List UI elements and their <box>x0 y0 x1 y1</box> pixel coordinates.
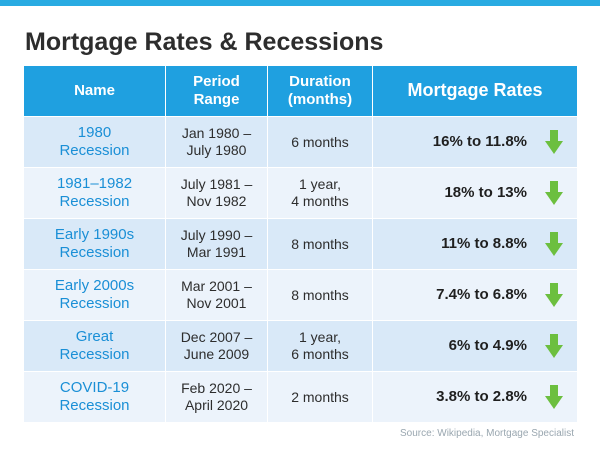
cell-text: 8 months <box>291 235 349 252</box>
cell-text: 1981–1982 Recession <box>56 175 133 210</box>
duration: 1 year, 4 months <box>268 168 372 218</box>
recession-name: 1980 Recession <box>24 117 165 167</box>
period: Jan 1980 – July 1980 <box>166 117 267 167</box>
cell-text: Great Recession <box>59 328 130 363</box>
recession-name: Early 2000s Recession <box>24 270 165 320</box>
duration: 2 months <box>268 372 372 422</box>
cell-text: Dec 2007 – June 2009 <box>180 329 253 362</box>
cell-text: Early 2000s Recession <box>54 277 135 312</box>
period: Mar 2001 – Nov 2001 <box>166 270 267 320</box>
period: Feb 2020 – April 2020 <box>166 372 267 422</box>
cell-text: 6 months <box>291 133 349 150</box>
down-arrow <box>545 130 563 154</box>
recession-name: Early 1990s Recession <box>24 219 165 269</box>
cell-text: Early 1990s Recession <box>54 226 135 261</box>
duration: 1 year, 6 months <box>268 321 372 371</box>
mortgage-rate: 6% to 4.9% <box>373 321 577 371</box>
top-bar <box>0 0 600 6</box>
cell-text: 2 months <box>291 388 349 405</box>
duration: 8 months <box>268 270 372 320</box>
cell-text: 1 year, 6 months <box>291 329 349 362</box>
recession-name: 1981–1982 Recession <box>24 168 165 218</box>
mortgage-rate: 11% to 8.8% <box>373 219 577 269</box>
mortgage-rate: 7.4% to 6.8% <box>373 270 577 320</box>
cell-text: Mar 2001 – Nov 2001 <box>181 278 252 311</box>
down-arrow <box>545 334 563 358</box>
cell-text: 18% to 13% <box>444 184 527 201</box>
recession-name: COVID-19 Recession <box>24 372 165 422</box>
cell-text: 7.4% to 6.8% <box>436 286 527 303</box>
mortgage-rate: 16% to 11.8% <box>373 117 577 167</box>
cell-text: Feb 2020 – April 2020 <box>181 380 252 413</box>
cell-text: 11% to 8.8% <box>441 235 527 252</box>
column-header: Name <box>24 66 165 116</box>
cell-text: 1980 Recession <box>59 124 130 159</box>
title: Mortgage Rates & Recessions <box>25 28 384 56</box>
cell-text: Jan 1980 – July 1980 <box>181 125 252 158</box>
down-arrow <box>545 283 563 307</box>
recession-name: Great Recession <box>24 321 165 371</box>
cell-text: 3.8% to 2.8% <box>436 388 527 405</box>
period: July 1981 – Nov 1982 <box>166 168 267 218</box>
down-arrow <box>545 385 563 409</box>
column-header: Period Range <box>166 66 267 116</box>
column-header: Mortgage Rates <box>373 66 577 116</box>
mortgage-rate: 3.8% to 2.8% <box>373 372 577 422</box>
table: Name Period Range Duration (months) Mortgag… <box>24 66 577 422</box>
duration: 8 months <box>268 219 372 269</box>
source: Source: Wikipedia, Mortgage Specialist <box>400 428 574 439</box>
cell-text: 16% to 11.8% <box>432 133 527 150</box>
cell-text: July 1981 – Nov 1982 <box>180 176 253 209</box>
down-arrow <box>545 181 563 205</box>
cell-text: 8 months <box>291 286 349 303</box>
cell-text: 6% to 4.9% <box>448 337 527 354</box>
cell-text: 1 year, 4 months <box>291 176 349 209</box>
duration: 6 months <box>268 117 372 167</box>
period: July 1990 – Mar 1991 <box>166 219 267 269</box>
cell-text: July 1990 – Mar 1991 <box>180 227 253 260</box>
cell-text: COVID-19 Recession <box>59 379 130 414</box>
period: Dec 2007 – June 2009 <box>166 321 267 371</box>
mortgage-rate: 18% to 13% <box>373 168 577 218</box>
down-arrow <box>545 232 563 256</box>
column-header: Duration (months) <box>268 66 372 116</box>
